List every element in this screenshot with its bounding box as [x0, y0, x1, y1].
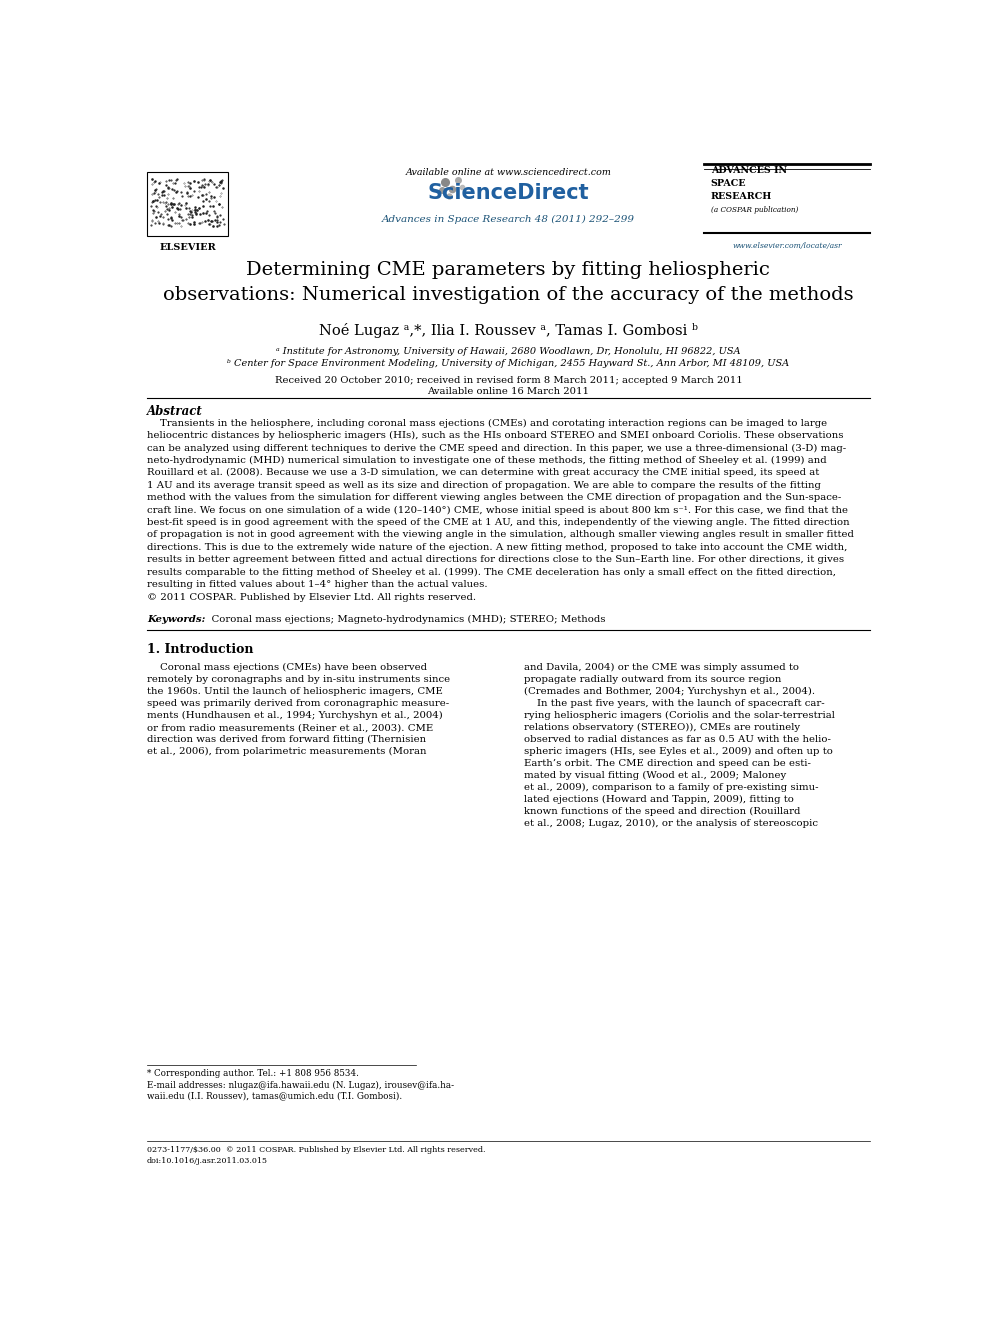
Text: 1. Introduction: 1. Introduction [147, 643, 254, 656]
Text: of propagation is not in good agreement with the viewing angle in the simulation: of propagation is not in good agreement … [147, 531, 854, 540]
Text: method with the values from the simulation for different viewing angles between : method with the values from the simulati… [147, 493, 841, 503]
Text: et al., 2009), comparison to a family of pre-existing simu-: et al., 2009), comparison to a family of… [524, 783, 818, 792]
Text: et al., 2006), from polarimetric measurements (Moran: et al., 2006), from polarimetric measure… [147, 747, 427, 757]
Text: SPACE: SPACE [710, 179, 746, 188]
Text: RESEARCH: RESEARCH [710, 192, 772, 201]
Text: ᵃ Institute for Astronomy, University of Hawaii, 2680 Woodlawn, Dr, Honolulu, HI: ᵃ Institute for Astronomy, University of… [276, 347, 741, 356]
Text: et al., 2008; Lugaz, 2010), or the analysis of stereoscopic: et al., 2008; Lugaz, 2010), or the analy… [524, 819, 817, 828]
Text: Advances in Space Research 48 (2011) 292–299: Advances in Space Research 48 (2011) 292… [382, 214, 635, 224]
Text: remotely by coronagraphs and by in-situ instruments since: remotely by coronagraphs and by in-situ … [147, 675, 450, 684]
Text: doi:10.1016/j.asr.2011.03.015: doi:10.1016/j.asr.2011.03.015 [147, 1158, 268, 1166]
Text: results in better agreement between fitted and actual directions for directions : results in better agreement between fitt… [147, 556, 844, 564]
FancyBboxPatch shape [147, 172, 228, 237]
Text: can be analyzed using different techniques to derive the CME speed and direction: can be analyzed using different techniqu… [147, 443, 846, 452]
Text: © 2011 COSPAR. Published by Elsevier Ltd. All rights reserved.: © 2011 COSPAR. Published by Elsevier Ltd… [147, 593, 476, 602]
Text: * Corresponding author. Tel.: +1 808 956 8534.: * Corresponding author. Tel.: +1 808 956… [147, 1069, 359, 1078]
Text: Transients in the heliosphere, including coronal mass ejections (CMEs) and corot: Transients in the heliosphere, including… [147, 418, 827, 427]
Text: 1 AU and its average transit speed as well as its size and direction of propagat: 1 AU and its average transit speed as we… [147, 480, 821, 490]
Text: observed to radial distances as far as 0.5 AU with the helio-: observed to radial distances as far as 0… [524, 736, 830, 744]
Text: or from radio measurements (Reiner et al., 2003). CME: or from radio measurements (Reiner et al… [147, 724, 434, 732]
Text: E-mail addresses: nlugaz@ifa.hawaii.edu (N. Lugaz), irousev@ifa.ha-: E-mail addresses: nlugaz@ifa.hawaii.edu … [147, 1081, 454, 1090]
Text: Keywords:: Keywords: [147, 615, 205, 624]
Text: ADVANCES IN: ADVANCES IN [710, 165, 787, 175]
Text: Received 20 October 2010; received in revised form 8 March 2011; accepted 9 Marc: Received 20 October 2010; received in re… [275, 376, 742, 385]
Text: relations observatory (STEREO)), CMEs are routinely: relations observatory (STEREO)), CMEs ar… [524, 724, 800, 732]
Text: heliocentric distances by heliospheric imagers (HIs), such as the HIs onboard ST: heliocentric distances by heliospheric i… [147, 431, 843, 441]
Text: Abstract: Abstract [147, 405, 202, 418]
Text: www.elsevier.com/locate/asr: www.elsevier.com/locate/asr [732, 242, 842, 250]
Text: ments (Hundhausen et al., 1994; Yurchyshyn et al., 2004): ments (Hundhausen et al., 1994; Yurchysh… [147, 710, 442, 720]
Text: known functions of the speed and direction (Rouillard: known functions of the speed and directi… [524, 807, 801, 816]
Text: results comparable to the fitting method of Sheeley et al. (1999). The CME decel: results comparable to the fitting method… [147, 568, 836, 577]
Text: ᵇ Center for Space Environment Modeling, University of Michigan, 2455 Hayward St: ᵇ Center for Space Environment Modeling,… [227, 360, 790, 368]
Text: Rouillard et al. (2008). Because we use a 3-D simulation, we can determine with : Rouillard et al. (2008). Because we use … [147, 468, 819, 478]
Text: ScienceDirect: ScienceDirect [428, 183, 589, 204]
Text: Coronal mass ejections; Magneto-hydrodynamics (MHD); STEREO; Methods: Coronal mass ejections; Magneto-hydrodyn… [204, 615, 605, 624]
Text: In the past five years, with the launch of spacecraft car-: In the past five years, with the launch … [524, 699, 824, 708]
Text: propagate radially outward from its source region: propagate radially outward from its sour… [524, 675, 781, 684]
Text: Available online at www.sciencedirect.com: Available online at www.sciencedirect.co… [406, 168, 611, 177]
Text: ELSEVIER: ELSEVIER [159, 243, 216, 253]
Text: spheric imagers (HIs, see Eyles et al., 2009) and often up to: spheric imagers (HIs, see Eyles et al., … [524, 747, 832, 757]
Text: the 1960s. Until the launch of heliospheric imagers, CME: the 1960s. Until the launch of heliosphe… [147, 687, 443, 696]
Text: and Davila, 2004) or the CME was simply assumed to: and Davila, 2004) or the CME was simply … [524, 663, 799, 672]
Text: waii.edu (I.I. Roussev), tamas@umich.edu (T.I. Gombosi).: waii.edu (I.I. Roussev), tamas@umich.edu… [147, 1091, 402, 1099]
Text: Noé Lugaz ᵃ,*, Ilia I. Roussev ᵃ, Tamas I. Gombosi ᵇ: Noé Lugaz ᵃ,*, Ilia I. Roussev ᵃ, Tamas … [319, 323, 697, 337]
Text: best-fit speed is in good agreement with the speed of the CME at 1 AU, and this,: best-fit speed is in good agreement with… [147, 519, 850, 527]
Text: 0273-1177/$36.00  © 2011 COSPAR. Published by Elsevier Ltd. All rights reserved.: 0273-1177/$36.00 © 2011 COSPAR. Publishe… [147, 1146, 485, 1154]
Text: resulting in fitted values about 1–4° higher than the actual values.: resulting in fitted values about 1–4° hi… [147, 579, 488, 589]
Text: speed was primarily derived from coronagraphic measure-: speed was primarily derived from coronag… [147, 699, 449, 708]
Text: (a COSPAR publication): (a COSPAR publication) [710, 205, 798, 213]
Text: craft line. We focus on one simulation of a wide (120–140°) CME, whose initial s: craft line. We focus on one simulation o… [147, 505, 848, 515]
Text: mated by visual fitting (Wood et al., 2009; Maloney: mated by visual fitting (Wood et al., 20… [524, 771, 786, 781]
Text: lated ejections (Howard and Tappin, 2009), fitting to: lated ejections (Howard and Tappin, 2009… [524, 795, 794, 804]
Text: direction was derived from forward fitting (Thernisien: direction was derived from forward fitti… [147, 736, 427, 745]
Text: Coronal mass ejections (CMEs) have been observed: Coronal mass ejections (CMEs) have been … [147, 663, 428, 672]
Text: rying heliospheric imagers (Coriolis and the solar-terrestrial: rying heliospheric imagers (Coriolis and… [524, 710, 834, 720]
Text: Determining CME parameters by fitting heliospheric
observations: Numerical inves: Determining CME parameters by fitting he… [163, 261, 854, 304]
Text: Available online 16 March 2011: Available online 16 March 2011 [428, 386, 589, 396]
Text: neto-hydrodynamic (MHD) numerical simulation to investigate one of these methods: neto-hydrodynamic (MHD) numerical simula… [147, 456, 826, 464]
Text: directions. This is due to the extremely wide nature of the ejection. A new fitt: directions. This is due to the extremely… [147, 542, 847, 552]
Text: (Cremades and Bothmer, 2004; Yurchyshyn et al., 2004).: (Cremades and Bothmer, 2004; Yurchyshyn … [524, 687, 814, 696]
Text: Earth’s orbit. The CME direction and speed can be esti-: Earth’s orbit. The CME direction and spe… [524, 759, 810, 769]
